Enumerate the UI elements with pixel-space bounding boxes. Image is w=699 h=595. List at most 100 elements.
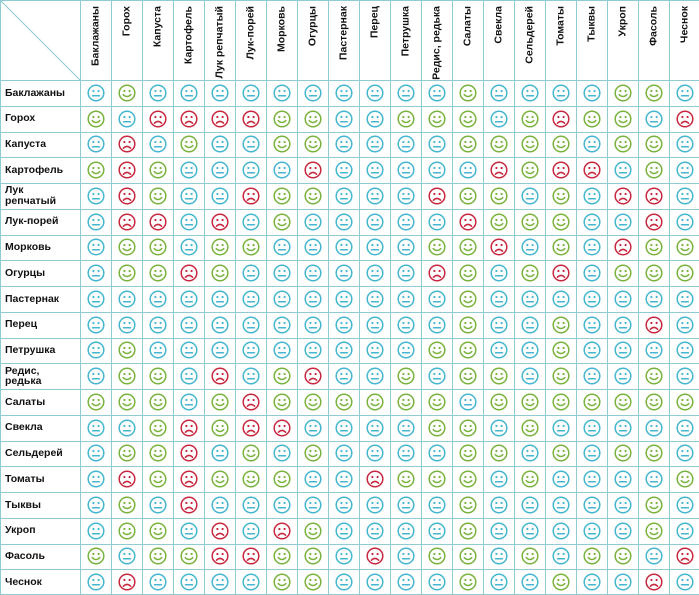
- neutral-face-icon: [86, 496, 105, 514]
- neutral-face-icon: [365, 290, 384, 308]
- neutral-face-icon: [365, 522, 384, 540]
- grid-line: [0, 414, 699, 416]
- table-cell: [266, 389, 297, 415]
- neutral-face-icon: [272, 238, 291, 256]
- table-cell: [111, 157, 142, 183]
- table-cell: [328, 183, 359, 209]
- table-cell: [669, 235, 699, 261]
- table-cell: [80, 312, 111, 338]
- sad-face-icon: [272, 522, 291, 540]
- table-cell: [607, 106, 638, 132]
- column-header-label: Картофель: [182, 6, 194, 65]
- table-cell: [638, 415, 669, 441]
- table-cell: [545, 312, 576, 338]
- table-cell: [80, 157, 111, 183]
- table-cell: [266, 157, 297, 183]
- table-cell: [204, 260, 235, 286]
- grid-line: [0, 183, 699, 184]
- neutral-face-icon: [427, 573, 446, 591]
- smile-face-icon: [148, 419, 167, 437]
- table-cell: [607, 80, 638, 106]
- neutral-face-icon: [179, 187, 198, 205]
- table-cell: [452, 286, 483, 312]
- table-cell: [514, 338, 545, 364]
- neutral-face-icon: [86, 213, 105, 231]
- smile-face-icon: [148, 393, 167, 411]
- smile-face-icon: [117, 522, 136, 540]
- table-cell: [421, 569, 452, 595]
- row-header: Картофель: [0, 157, 80, 183]
- neutral-face-icon: [86, 367, 105, 385]
- table-cell: [297, 80, 328, 106]
- table-cell: [235, 312, 266, 338]
- table-cell: [266, 260, 297, 286]
- table-cell: [514, 260, 545, 286]
- smile-face-icon: [427, 238, 446, 256]
- smile-face-icon: [489, 367, 508, 385]
- neutral-face-icon: [613, 341, 632, 359]
- table-cell: [607, 363, 638, 389]
- table-cell: [80, 441, 111, 467]
- neutral-face-icon: [582, 84, 601, 102]
- neutral-face-icon: [551, 419, 570, 437]
- neutral-face-icon: [613, 161, 632, 179]
- sad-face-icon: [644, 187, 663, 205]
- table-cell: [173, 260, 204, 286]
- smile-face-icon: [148, 547, 167, 565]
- neutral-face-icon: [303, 470, 322, 488]
- neutral-face-icon: [427, 135, 446, 153]
- sad-face-icon: [117, 135, 136, 153]
- table-cell: [514, 492, 545, 518]
- table-cell: [80, 492, 111, 518]
- neutral-face-icon: [427, 316, 446, 334]
- table-cell: [545, 569, 576, 595]
- table-cell: [669, 363, 699, 389]
- table-cell: [514, 363, 545, 389]
- neutral-face-icon: [675, 573, 694, 591]
- table-cell: [80, 544, 111, 570]
- smile-face-icon: [396, 110, 415, 128]
- table-cell: [514, 80, 545, 106]
- table-cell: [452, 260, 483, 286]
- table-cell: [390, 183, 421, 209]
- sad-face-icon: [210, 110, 229, 128]
- neutral-face-icon: [427, 444, 446, 462]
- grid-line: [669, 0, 670, 595]
- table-cell: [204, 569, 235, 595]
- table-cell: [359, 569, 390, 595]
- table-cell: [142, 157, 173, 183]
- neutral-face-icon: [427, 161, 446, 179]
- smile-face-icon: [427, 341, 446, 359]
- neutral-face-icon: [210, 496, 229, 514]
- smile-face-icon: [148, 522, 167, 540]
- neutral-face-icon: [365, 135, 384, 153]
- column-header: Салаты: [452, 0, 483, 80]
- neutral-face-icon: [613, 522, 632, 540]
- row-header: Тыквы: [0, 492, 80, 518]
- smile-face-icon: [117, 84, 136, 102]
- table-cell: [328, 157, 359, 183]
- sad-face-icon: [644, 316, 663, 334]
- table-cell: [483, 312, 514, 338]
- smile-face-icon: [489, 444, 508, 462]
- table-cell: [452, 518, 483, 544]
- neutral-face-icon: [86, 84, 105, 102]
- table-cell: [607, 518, 638, 544]
- table-cell: [111, 415, 142, 441]
- table-cell: [576, 466, 607, 492]
- neutral-face-icon: [179, 84, 198, 102]
- sad-face-icon: [148, 213, 167, 231]
- neutral-face-icon: [365, 444, 384, 462]
- table-cell: [111, 544, 142, 570]
- table-cell: [638, 209, 669, 235]
- table-cell: [111, 209, 142, 235]
- smile-face-icon: [458, 316, 477, 334]
- table-cell: [669, 466, 699, 492]
- neutral-face-icon: [86, 238, 105, 256]
- table-cell: [297, 260, 328, 286]
- neutral-face-icon: [582, 573, 601, 591]
- neutral-face-icon: [582, 213, 601, 231]
- table-cell: [669, 183, 699, 209]
- neutral-face-icon: [551, 470, 570, 488]
- smile-face-icon: [551, 341, 570, 359]
